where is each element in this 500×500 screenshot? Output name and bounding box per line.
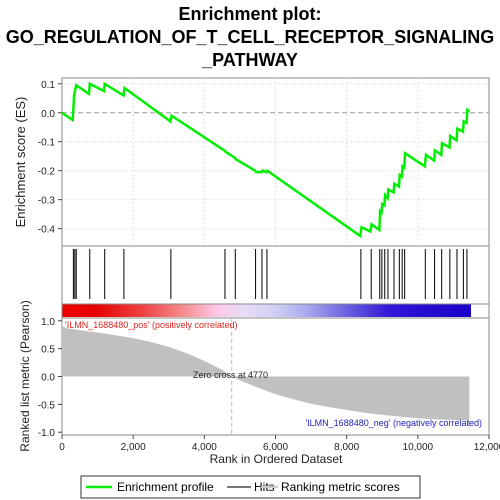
es-y-ticks: 0.1 0.0 -0.1 -0.2 -0.3 -0.4 [38,80,62,236]
es-gridlines [62,78,489,246]
chart-title-line-2: GO_REGULATION_OF_T_CELL_RECEPTOR_SIGNALI… [6,27,494,47]
x-tick-label: 4,000 [192,442,217,453]
enrichment-profile-line [61,81,471,239]
metric-tick-label: 1.0 [41,317,55,328]
es-tick-label: -0.3 [38,196,56,207]
metric-y-axis-label: Ranked list metric (Pearson) [18,300,32,451]
x-tick-label: 12,000 [474,442,500,453]
legend-metric-label: Ranking metric scores [281,480,400,494]
metric-tick-label: 0.0 [41,373,55,384]
legend: Enrichment profile Hits Ranking metric s… [80,475,421,499]
es-panel: 0.1 0.0 -0.1 -0.2 -0.3 -0.4 Enrichment score … [13,77,490,247]
hits-panel [61,245,490,305]
pos-correlated-label: 'ILMN_1688480_pos' (positively correlate… [65,320,238,330]
x-tick-label: 6,000 [263,442,288,453]
x-tick-label: 2,000 [121,442,146,453]
metric-panel: 1.0 0.5 0.0 -0.5 -1.0 'ILMN_1688480_pos' (po… [38,317,490,439]
x-tick-label: 10,000 [403,442,434,453]
hits-panel-frame [61,245,490,305]
x-axis-ticks: 0 2,000 4,000 6,000 8,000 10,000 12,000 [59,435,500,453]
metric-tick-label: 0.5 [41,345,55,356]
es-tick-label: 0.0 [41,109,55,120]
x-axis-label: Rank in Ordered Dataset [210,452,343,466]
es-tick-label: -0.4 [38,225,56,236]
metric-tick-label: -0.5 [38,400,56,411]
metric-y-ticks: 1.0 0.5 0.0 -0.5 -1.0 [38,317,62,439]
ranking-heatmap-bar [62,304,471,317]
hit-marks [72,249,468,299]
metric-tick-label: -1.0 [38,428,56,439]
neg-correlated-label: 'ILMN_1688480_neg' (negatively correlate… [305,418,482,428]
zero-cross-label: Zero cross at 4770 [193,370,268,380]
es-y-axis-label: Enrichment score (ES) [13,97,28,228]
chart-title-line-1: Enrichment plot: [179,4,322,24]
chart-title-line-3: _PATHWAY [201,50,298,70]
ranked-metric-area [62,321,470,432]
es-tick-label: -0.2 [38,167,56,178]
x-tick-label: 8,000 [334,442,359,453]
es-tick-label: -0.1 [38,138,56,149]
x-tick-label: 0 [59,442,65,453]
es-tick-label: 0.1 [41,80,55,91]
legend-enrichment-label: Enrichment profile [117,480,214,494]
